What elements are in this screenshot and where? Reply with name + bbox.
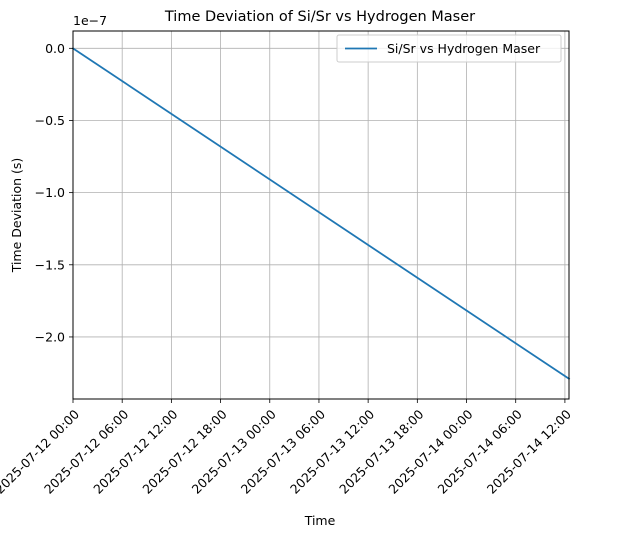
x-tick-label: 2025-07-13 00:00 [189, 406, 279, 496]
y-tick-label: −1.5 [35, 257, 65, 272]
x-tick-label: 2025-07-12 00:00 [0, 406, 82, 496]
x-tick-label: 2025-07-14 06:00 [435, 406, 525, 496]
legend: Si/Sr vs Hydrogen Maser [336, 34, 562, 63]
series-line [71, 47, 571, 381]
grid-lines [72, 31, 569, 399]
series-layer [71, 47, 571, 381]
y-offset-label: 1e−7 [73, 13, 107, 28]
y-tick-label: 0.0 [45, 41, 65, 56]
y-tick-label: −0.5 [35, 113, 65, 128]
plot-frame [72, 30, 570, 400]
x-tick-label: 2025-07-13 18:00 [336, 406, 426, 496]
x-axis-label: Time [304, 513, 336, 528]
x-tick-label: 2025-07-13 12:00 [287, 406, 377, 496]
x-tick-label: 2025-07-12 18:00 [139, 406, 229, 496]
y-axis-label: Time Deviation (s) [9, 158, 24, 274]
x-tick-label: 2025-07-14 00:00 [385, 406, 475, 496]
x-tick-label: 2025-07-13 06:00 [238, 406, 328, 496]
x-tick-label: 2025-07-12 12:00 [90, 406, 180, 496]
y-tick-label: −2.0 [35, 329, 65, 344]
y-tick-label: −1.0 [35, 185, 65, 200]
chart-title: Time Deviation of Si/Sr vs Hydrogen Mase… [164, 9, 475, 25]
legend-entry-label: Si/Sr vs Hydrogen Maser [387, 41, 541, 56]
x-tick-label: 2025-07-12 06:00 [41, 406, 131, 496]
legend-box [336, 34, 562, 63]
x-tick-label: 2025-07-14 12:00 [484, 406, 574, 496]
